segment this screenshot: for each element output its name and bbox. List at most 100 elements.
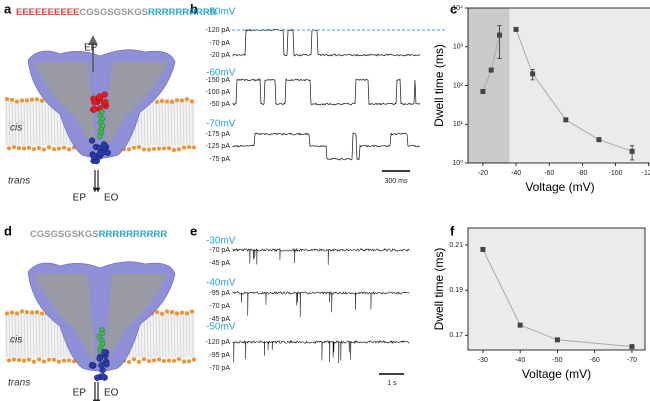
lipid-tail	[14, 100, 17, 146]
lipid-tail	[50, 100, 53, 146]
lipid-tail	[35, 100, 38, 146]
lipid-tail	[47, 312, 50, 358]
lipid-head	[62, 145, 66, 150]
lipid-tail	[23, 312, 26, 358]
lipid-head	[67, 147, 71, 152]
point	[513, 26, 519, 32]
lipid-tail	[11, 100, 14, 146]
lipid-tail	[146, 312, 149, 358]
voltage-label: -50mV	[206, 322, 236, 333]
arrow-label: EP	[73, 388, 87, 399]
x-tick-label: -60	[544, 170, 554, 177]
lipid-tail	[173, 100, 176, 146]
lipid-tail	[155, 100, 158, 146]
lipid-head	[5, 97, 9, 102]
y-axis-label: Dwell time (ms)	[432, 248, 446, 331]
lipid-tail	[8, 312, 11, 358]
lipid-head	[152, 358, 156, 363]
lipid-tail	[158, 312, 161, 358]
error-bar	[497, 25, 502, 59]
lipid-head	[42, 147, 46, 152]
sequence-part: RRRRRRRRRR	[148, 7, 217, 18]
lipid-tail	[149, 312, 152, 358]
lipid-tail	[161, 312, 164, 358]
lipid-head	[62, 358, 66, 363]
current-tick: -70 pA	[209, 365, 230, 372]
lipid-tail	[170, 312, 173, 358]
point	[596, 137, 602, 143]
current-trace	[232, 78, 421, 106]
lipid-head	[25, 310, 29, 315]
lipid-head	[185, 311, 189, 316]
lipid-tail	[26, 100, 29, 146]
voltage-label: -30mV	[206, 236, 236, 247]
lipid-head	[167, 146, 171, 151]
lipid-head	[160, 99, 164, 104]
lipid-tail	[173, 312, 176, 358]
point	[488, 67, 494, 73]
bead	[97, 133, 103, 140]
lipid-head	[10, 97, 14, 102]
arrow-label: EO	[104, 193, 119, 204]
x-axis-label: Voltage (mV)	[525, 180, 594, 194]
x-tick-label: -100	[609, 170, 623, 177]
lipid-tail	[188, 100, 191, 146]
bead	[101, 348, 108, 356]
lipid-head	[160, 311, 164, 316]
current-tick: -95 pA	[209, 290, 230, 297]
lipid-tail	[35, 312, 38, 358]
current-trace	[232, 291, 410, 318]
lipid-tail	[158, 100, 161, 146]
lipid-tail	[29, 100, 32, 146]
lipid-tail	[23, 100, 26, 146]
lipid-head	[170, 310, 174, 315]
lipid-head	[57, 146, 61, 151]
bead	[88, 362, 96, 369]
lipid-head	[12, 145, 16, 150]
current-tick: -70 pA	[209, 40, 230, 47]
current-trace	[232, 28, 421, 57]
lipid-head	[182, 359, 186, 364]
y-tick-label: 0.17	[449, 332, 463, 339]
voltage-label: -70mV	[206, 119, 236, 130]
side-label: trans	[8, 378, 30, 389]
illustrations	[5, 35, 196, 401]
x-tick-label: -120	[642, 170, 650, 177]
lipid-tail	[47, 100, 50, 146]
lipid-head	[175, 311, 179, 316]
lipid-tail	[20, 312, 23, 358]
bead	[90, 153, 98, 160]
lipid-head	[7, 146, 11, 151]
lipid-tail	[38, 312, 41, 358]
lipid-head	[47, 145, 51, 150]
lipid-tail	[14, 312, 17, 358]
lipid-head	[35, 310, 39, 315]
pore-section	[34, 274, 168, 364]
lipid-head	[37, 357, 41, 362]
arrow-label: EP	[84, 43, 98, 54]
bead	[88, 137, 96, 144]
lipid-tail	[5, 100, 8, 146]
plot-frame	[467, 227, 646, 351]
lipid-head	[167, 358, 171, 363]
lipid-head	[192, 357, 196, 362]
lipid-head	[155, 99, 159, 104]
lipid-head	[57, 359, 61, 364]
lipid-head	[157, 146, 161, 151]
lipid-tail	[17, 100, 20, 146]
lipid-head	[27, 145, 31, 150]
bead	[101, 91, 108, 98]
lipid-tail	[149, 100, 152, 146]
lipid-head	[30, 310, 34, 315]
point	[480, 89, 486, 95]
lipid-tail	[155, 312, 158, 358]
lipid-head	[17, 146, 21, 151]
current-trace	[232, 339, 410, 364]
scale-label: 1 s	[387, 380, 397, 387]
lipid-head	[142, 357, 146, 362]
point	[563, 117, 569, 123]
current-tick: -70 pA	[209, 303, 230, 310]
lipid-head	[177, 357, 181, 362]
lipid-head	[25, 98, 29, 103]
lipid-tail	[32, 100, 35, 146]
